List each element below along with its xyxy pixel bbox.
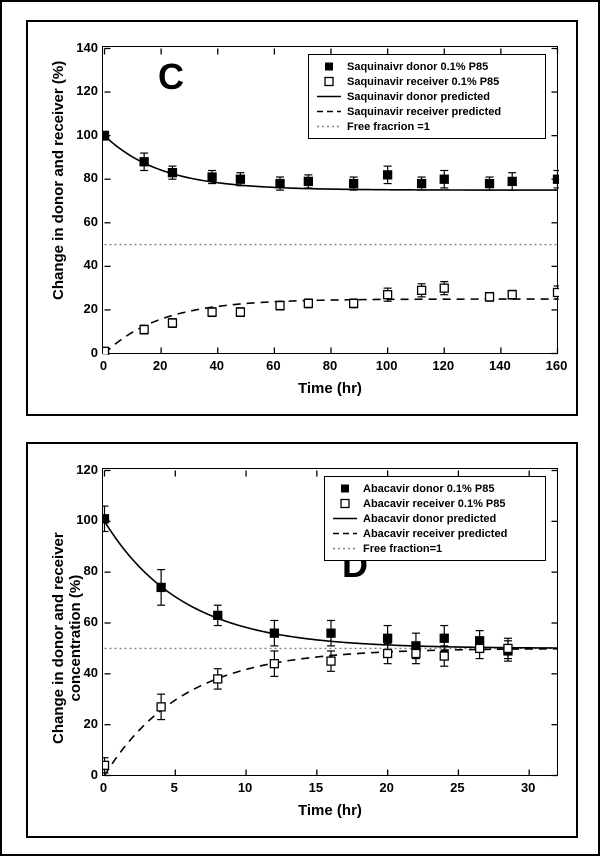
xtick-label: 40	[205, 358, 229, 373]
panel-c-ylabel: Change in donor and receiver (%)	[50, 61, 67, 300]
legend-symbol	[315, 89, 343, 104]
xtick-label: 25	[445, 780, 469, 795]
xtick-label: 20	[375, 780, 399, 795]
page: C Change in donor and receiver (%) Time …	[0, 0, 600, 856]
xtick-label: 140	[488, 358, 512, 373]
panel-c-xlabel: Time (hr)	[298, 380, 362, 397]
legend-label: Saquinaivr donor 0.1% P85	[343, 61, 488, 73]
ytick-label: 20	[68, 301, 98, 316]
legend-row: Abacavir donor predicted	[331, 511, 539, 526]
ytick-label: 140	[68, 40, 98, 55]
panel-c-letter: C	[158, 56, 184, 98]
legend-row: Free fracrion =1	[315, 119, 539, 134]
legend-row: Abacavir donor 0.1% P85	[331, 481, 539, 496]
legend-symbol	[315, 104, 343, 119]
legend-label: Abacavir donor predicted	[359, 513, 496, 525]
ytick-label: 100	[68, 127, 98, 142]
panel-c-legend: Saquinaivr donor 0.1% P85 Saquinavir rece…	[308, 54, 546, 139]
xtick-label: 120	[431, 358, 455, 373]
ytick-label: 80	[68, 170, 98, 185]
ytick-label: 40	[68, 257, 98, 272]
ytick-label: 0	[68, 345, 98, 360]
xtick-label: 80	[318, 358, 342, 373]
xtick-label: 30	[516, 780, 540, 795]
xtick-label: 160	[545, 358, 569, 373]
xtick-label: 15	[304, 780, 328, 795]
ytick-label: 120	[68, 83, 98, 98]
legend-row: Saquinavir receiver 0.1% P85	[315, 74, 539, 89]
panel-d-legend: Abacavir donor 0.1% P85 Abacavir receiver…	[324, 476, 546, 561]
legend-symbol	[315, 119, 343, 134]
legend-symbol	[315, 74, 343, 89]
legend-row: Free fraction=1	[331, 541, 539, 556]
xtick-label: 5	[162, 780, 186, 795]
legend-label: Abacavir receiver predicted	[359, 528, 507, 540]
legend-symbol	[331, 481, 359, 496]
panel-c-box: C Change in donor and receiver (%) Time …	[26, 20, 578, 416]
xtick-label: 60	[261, 358, 285, 373]
legend-label: Saquinavir receiver 0.1% P85	[343, 76, 499, 88]
ytick-label: 80	[68, 563, 98, 578]
legend-symbol	[315, 59, 343, 74]
legend-label: Abacavir receiver 0.1% P85	[359, 498, 506, 510]
legend-symbol	[331, 541, 359, 556]
ytick-label: 60	[68, 614, 98, 629]
panel-d-box: D Change in donor and receiverconcentrat…	[26, 442, 578, 838]
xtick-label: 0	[92, 358, 116, 373]
legend-label: Abacavir donor 0.1% P85	[359, 483, 494, 495]
legend-label: Free fracrion =1	[343, 121, 430, 133]
ytick-label: 40	[68, 665, 98, 680]
ytick-label: 0	[68, 767, 98, 782]
legend-label: Free fraction=1	[359, 543, 442, 555]
ytick-label: 120	[68, 462, 98, 477]
legend-row: Saquinavir receiver predicted	[315, 104, 539, 119]
xtick-label: 0	[92, 780, 116, 795]
xtick-label: 100	[375, 358, 399, 373]
ytick-label: 100	[68, 512, 98, 527]
legend-symbol	[331, 496, 359, 511]
legend-symbol	[331, 526, 359, 541]
panel-d-xlabel: Time (hr)	[298, 802, 362, 819]
legend-label: Saquinavir receiver predicted	[343, 106, 501, 118]
legend-row: Saquinaivr donor 0.1% P85	[315, 59, 539, 74]
legend-label: Saquinavir donor predicted	[343, 91, 490, 103]
xtick-label: 20	[148, 358, 172, 373]
ytick-label: 20	[68, 716, 98, 731]
legend-row: Abacavir receiver predicted	[331, 526, 539, 541]
xtick-label: 10	[233, 780, 257, 795]
legend-row: Saquinavir donor predicted	[315, 89, 539, 104]
ytick-label: 60	[68, 214, 98, 229]
legend-row: Abacavir receiver 0.1% P85	[331, 496, 539, 511]
legend-symbol	[331, 511, 359, 526]
